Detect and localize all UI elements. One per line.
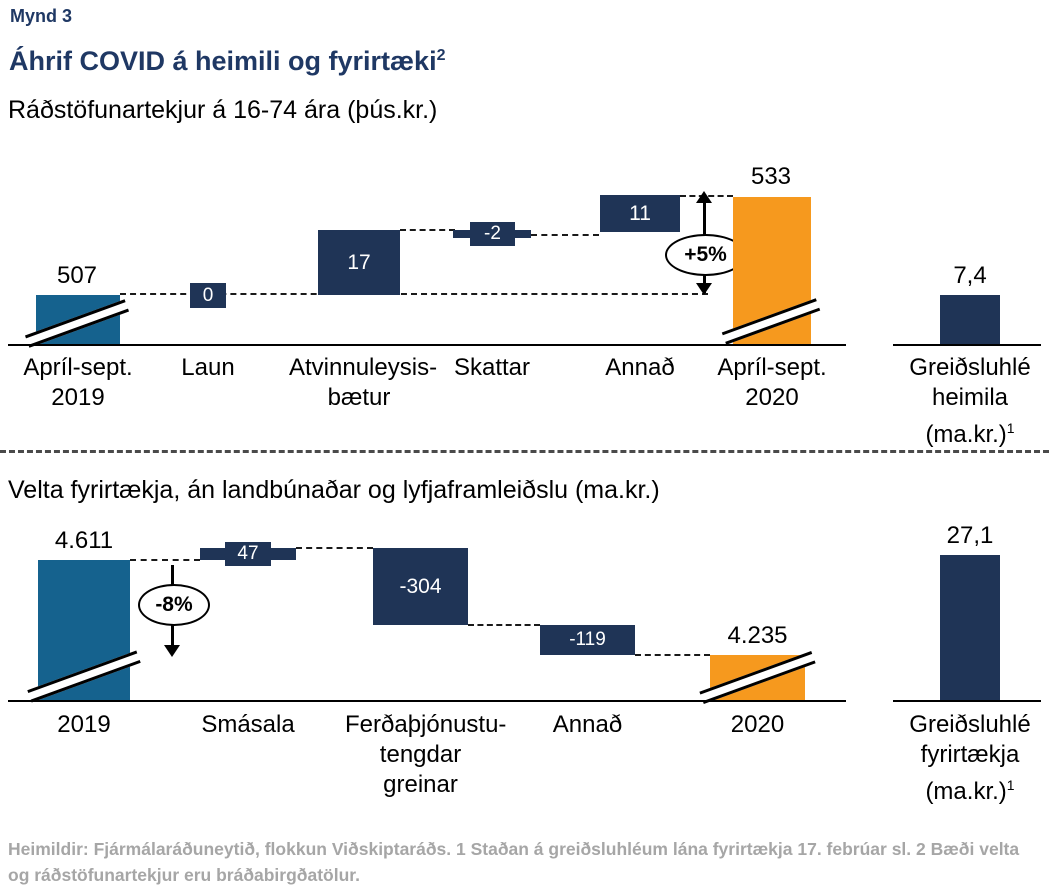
- chart1-bar-skattar: -2: [470, 222, 515, 246]
- chart1-bar-laun: 0: [190, 283, 226, 308]
- chart1-cat-greidsluhle-heimila: Greiðsluhlé heimila (ma.kr.)1: [895, 353, 1045, 450]
- figure-title: Áhrif COVID á heimili og fyrirtæki2: [9, 46, 445, 77]
- category-label-line: Greiðsluhlé: [909, 711, 1031, 738]
- chart1-cat-skattar: Skattar: [447, 353, 537, 383]
- chart1-side-bar-greidsluhle-heimila: [940, 295, 1000, 344]
- category-label-line: heimila: [931, 384, 1009, 411]
- unit-superscript: 1: [1006, 420, 1015, 436]
- figure-number: Mynd 3: [10, 6, 73, 26]
- category-label-line: 2019: [57, 711, 111, 738]
- chart1-cat-laun: Laun: [168, 353, 248, 383]
- chart2-cat-ferdathjonusta: Ferðaþjónustu- tengdar greinar: [345, 710, 507, 800]
- chart2-side-bar-greidsluhle-fyrirtaekja: [940, 555, 1000, 700]
- chart1-bar-atvinnuleysisbaetur: 17: [318, 230, 400, 295]
- chart2-cat-2020: 2020: [710, 710, 805, 740]
- chart2-connector-dash: [635, 654, 710, 656]
- unit-label: (ma.kr.): [925, 421, 1007, 448]
- category-label-line: Skattar: [453, 354, 531, 381]
- category-label-line: fyrirtækja: [920, 741, 1020, 768]
- chart2-connector-dash: [296, 547, 373, 549]
- category-label-line: Ferðaþjónustu-: [345, 711, 507, 738]
- category-label-line: greinar: [383, 771, 458, 798]
- category-label-line: Apríl-sept.: [717, 354, 827, 381]
- section-divider: [0, 450, 1049, 453]
- arrow-down-icon: [696, 283, 712, 295]
- category-label-line: Smásala: [201, 711, 295, 738]
- chart1-connector-dash: [531, 234, 599, 236]
- category-label-line: 2020: [745, 384, 799, 411]
- category-label-line: tengdar: [379, 741, 462, 768]
- category-label-line: Annað: [552, 711, 623, 738]
- chart1-title: Ráðstöfunartekjur á 16-74 ára (þús.kr.): [8, 96, 438, 124]
- chart1-reference-dash-line: [120, 293, 708, 295]
- chart1-bar-annad: 11: [600, 195, 680, 232]
- source-note: Heimildir: Fjármálaráðuneytið, flokkun V…: [8, 839, 1020, 886]
- category-label-line: Annað: [605, 354, 675, 381]
- chart2-bar-ferdathjonusta: -304: [373, 548, 468, 625]
- category-label-line: (ma.kr.)1: [895, 770, 1045, 807]
- category-label-line: Atvinnuleysis-: [289, 354, 438, 381]
- chart2-bar-annad: -119: [540, 625, 635, 655]
- category-label-line: 2019: [51, 384, 105, 411]
- chart2-cat-annad: Annað: [545, 710, 630, 740]
- unit-label: (ma.kr.): [925, 778, 1007, 805]
- chart1-side-x-axis: [893, 344, 1041, 346]
- chart2-connector-dash: [130, 559, 200, 561]
- arrow-up-icon: [696, 191, 712, 203]
- chart2-bar-smasala: 47: [225, 542, 271, 566]
- chart2-cat-greidsluhle-fyrirtaekja: Greiðsluhlé fyrirtækja (ma.kr.)1: [895, 710, 1045, 807]
- chart2-cat-smasala: Smásala: [195, 710, 301, 740]
- category-label-line: Laun: [181, 354, 235, 381]
- category-label-line: 2020: [730, 711, 785, 738]
- category-label-line: Apríl-sept.: [23, 354, 133, 381]
- chart2-connector-dash: [468, 624, 540, 626]
- chart2-side-bar-value: 27,1: [946, 522, 994, 549]
- arrow-down-icon: [164, 645, 180, 657]
- chart2-side-x-axis: [893, 700, 1041, 702]
- chart1-x-axis: [8, 344, 846, 346]
- chart1-value-label-2020: 533: [750, 163, 792, 190]
- chart1-side-bar-value: 7,4: [953, 262, 987, 289]
- figure-title-text: Áhrif COVID á heimili og fyrirtæki: [9, 46, 437, 76]
- chart1-cat-april-sept-2019: Apríl-sept. 2019: [8, 353, 148, 413]
- unit-superscript: 1: [1006, 777, 1015, 793]
- category-label-line: bætur: [327, 384, 391, 411]
- chart2-cat-2019: 2019: [38, 710, 130, 740]
- chart2-percent-badge: -8%: [138, 584, 210, 626]
- figure-title-superscript: 2: [436, 47, 446, 64]
- chart1-connector-dash: [400, 229, 455, 231]
- chart1-value-label-2019: 507: [56, 262, 98, 289]
- chart1-cat-annad: Annað: [597, 353, 683, 383]
- category-label-line: (ma.kr.)1: [895, 413, 1045, 450]
- chart2-value-label-2020: 4.235: [727, 622, 788, 649]
- chart2-x-axis: [8, 700, 846, 702]
- chart2-title: Velta fyrirtækja, án landbúnaðar og lyfj…: [8, 476, 660, 504]
- chart1-cat-atvinnuleysisbaetur: Atvinnuleysis- bætur: [289, 353, 438, 413]
- category-label-line: Greiðsluhlé: [909, 354, 1031, 381]
- chart1-cat-april-sept-2020: Apríl-sept. 2020: [702, 353, 842, 413]
- chart1-percent-badge: +5%: [665, 234, 746, 276]
- chart2-value-label-2019: 4.611: [54, 527, 114, 554]
